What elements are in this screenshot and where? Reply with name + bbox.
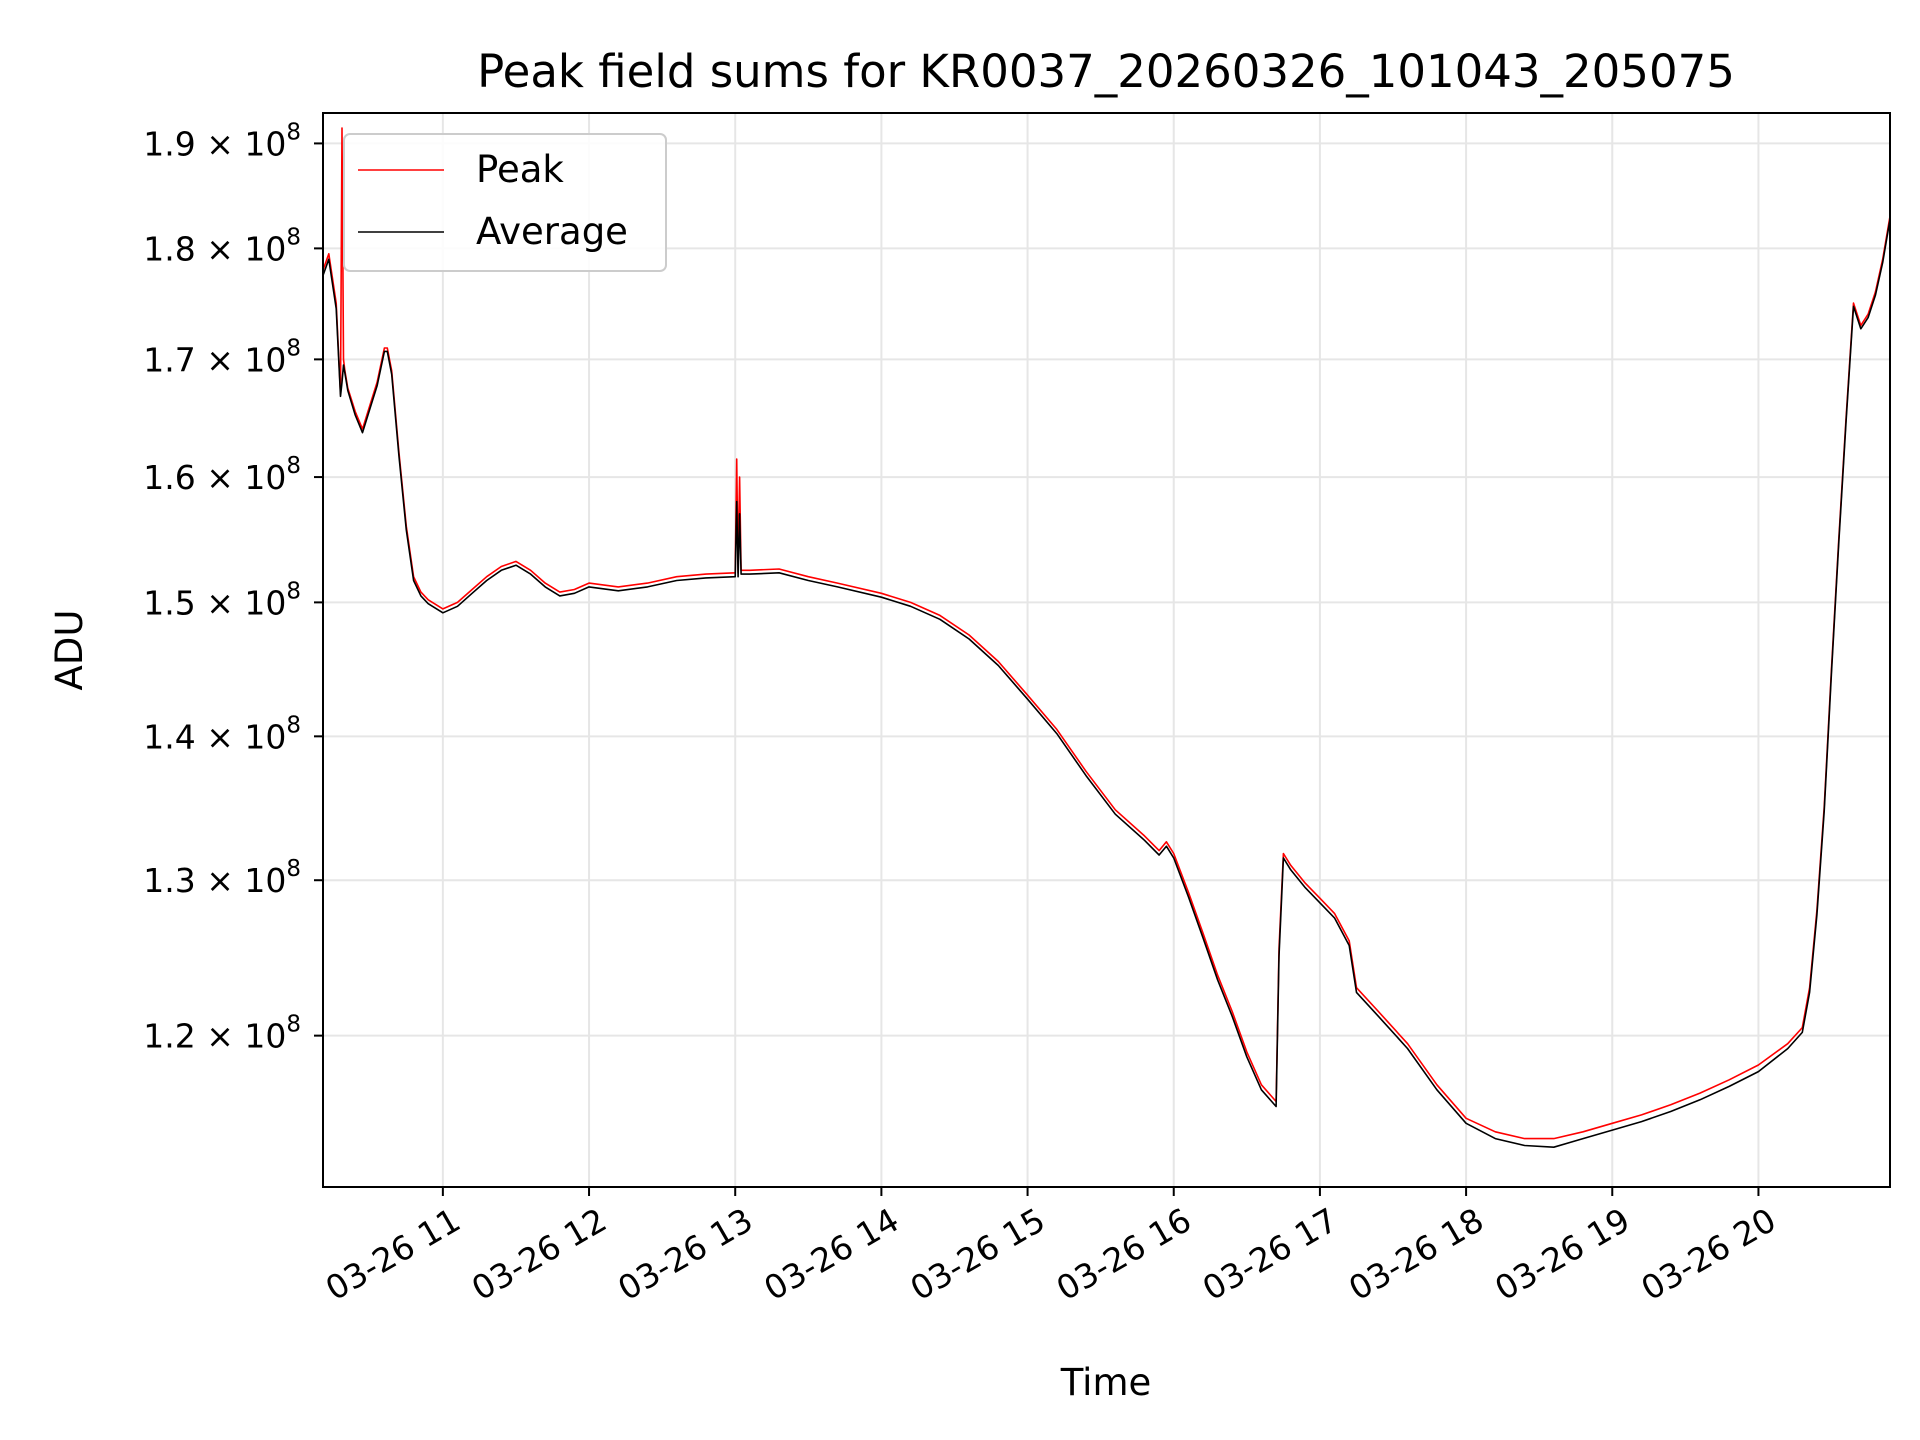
y-axis-label: ADU <box>48 610 91 691</box>
x-axis-label: Time <box>1060 1361 1152 1404</box>
y-tick-label: 1.4 × 108 <box>143 712 301 756</box>
y-tick-label: 1.2 × 108 <box>143 1012 301 1056</box>
y-tick-label: 1.7 × 108 <box>143 335 301 379</box>
legend-box <box>343 133 667 272</box>
series-line-average <box>322 219 1891 1148</box>
y-tick-label: 1.5 × 108 <box>143 578 301 622</box>
y-axis-ticks: 1.2 × 108 1.3 × 108 1.4 × 108 1.5 × 108 1.6 … <box>143 119 323 1056</box>
legend-label-peak: Peak <box>476 148 564 191</box>
series-layer <box>322 127 1891 1148</box>
y-tick-label: 1.9 × 108 <box>143 119 301 163</box>
chart-title: Peak field sums for KR0037_20260326_1010… <box>477 45 1735 98</box>
y-tick-label: 1.3 × 108 <box>143 856 301 900</box>
legend-label-average: Average <box>476 210 628 253</box>
legend: Peak Average <box>343 133 667 272</box>
y-tick-label: 1.6 × 108 <box>143 453 301 497</box>
y-tick-label: 1.8 × 108 <box>143 224 301 268</box>
plot-frame <box>322 112 1891 1188</box>
